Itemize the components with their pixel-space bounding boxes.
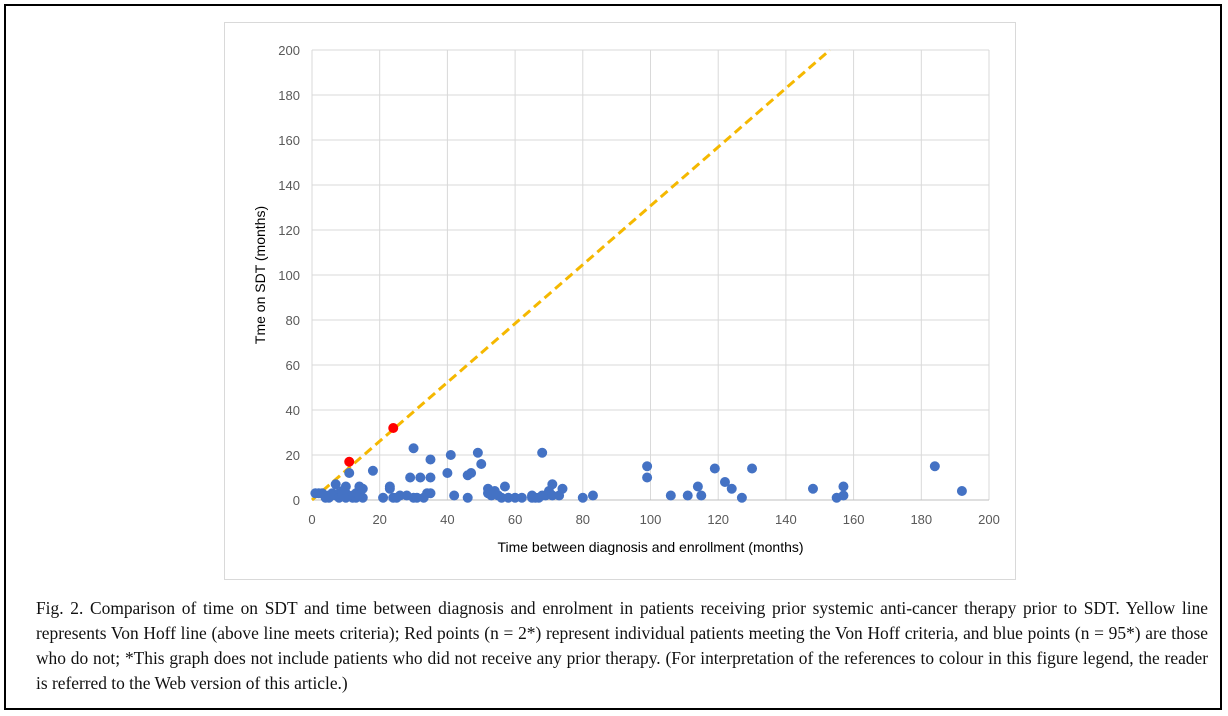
data-point [344, 456, 355, 467]
y-tick-label: 20 [286, 448, 300, 463]
data-point [547, 479, 558, 490]
x-tick-label: 0 [308, 512, 315, 527]
data-point [357, 483, 368, 494]
data-point [462, 492, 473, 503]
data-point [476, 459, 487, 469]
x-tick-label: 200 [978, 512, 1000, 527]
data-point [838, 490, 849, 501]
data-point [425, 454, 436, 465]
data-point [747, 463, 758, 474]
x-tick-label: 80 [576, 512, 590, 527]
data-point [726, 483, 737, 494]
y-tick-label: 100 [278, 268, 300, 283]
y-axis-label: Tme on SDT (months) [252, 206, 268, 344]
data-point [425, 472, 436, 483]
data-point [378, 492, 389, 503]
data-point [340, 481, 351, 492]
y-tick-label: 40 [286, 403, 300, 418]
data-point [408, 443, 419, 454]
data-point [367, 465, 378, 476]
data-point [445, 450, 456, 460]
x-tick-label: 100 [640, 512, 662, 527]
y-tick-label: 0 [293, 493, 300, 508]
data-point [929, 461, 940, 472]
x-tick-label: 140 [775, 512, 797, 527]
y-tick-label: 200 [278, 43, 300, 58]
data-point [449, 490, 460, 501]
x-tick-label: 120 [707, 512, 729, 527]
data-point [499, 481, 510, 492]
data-point [357, 492, 368, 503]
data-point [405, 472, 416, 483]
data-point [696, 490, 707, 501]
data-point [692, 481, 703, 492]
data-point [642, 461, 653, 472]
x-tick-label: 20 [372, 512, 386, 527]
y-tick-label: 180 [278, 88, 300, 103]
y-tick-label: 120 [278, 223, 300, 238]
data-point [516, 492, 527, 503]
y-tick-label: 160 [278, 133, 300, 148]
x-tick-label: 60 [508, 512, 522, 527]
y-tick-label: 80 [286, 313, 300, 328]
data-point [330, 479, 341, 490]
data-point [642, 472, 653, 483]
x-axis-label: Time between diagnosis and enrollment (m… [497, 539, 803, 555]
data-point [344, 468, 355, 478]
figure-caption: Fig. 2. Comparison of time on SDT and ti… [36, 598, 1208, 693]
von-hoff-line [311, 48, 831, 502]
data-point [719, 477, 730, 487]
data-point [472, 447, 483, 458]
data-point [587, 490, 598, 501]
y-tick-label: 140 [278, 178, 300, 193]
y-tick-label: 60 [286, 358, 300, 373]
data-point [557, 483, 568, 494]
data-point [466, 468, 477, 478]
x-tick-label: 40 [440, 512, 454, 527]
x-tick-label: 160 [843, 512, 865, 527]
data-point [442, 468, 453, 478]
data-point [388, 423, 399, 433]
y-tick-labels: 0 20 40 60 80 100 120 140 160 180 200 [278, 43, 300, 508]
data-point [537, 447, 548, 458]
data-point [709, 463, 720, 474]
scatter-chart: 0 20 40 60 80 100 120 140 160 180 200 0 20 40 60 80 100… [252, 43, 1000, 555]
figure-frame: 0 20 40 60 80 100 120 140 160 180 200 0 20 40 60 80 100… [4, 4, 1222, 710]
data-points [310, 423, 967, 503]
data-point [736, 492, 747, 503]
data-point [665, 490, 676, 501]
data-point [384, 483, 395, 494]
data-point [807, 483, 818, 494]
data-point [425, 488, 436, 499]
data-point [415, 472, 426, 483]
x-tick-labels: 0 20 40 60 80 100 120 140 160 180 200 [308, 512, 999, 527]
data-point [838, 481, 849, 492]
data-point [577, 492, 588, 503]
data-point [682, 490, 693, 501]
data-point [956, 486, 967, 496]
chart-container: 0 20 40 60 80 100 120 140 160 180 200 0 20 40 60 80 100… [224, 22, 1016, 580]
x-tick-label: 180 [910, 512, 932, 527]
grid-lines [311, 49, 990, 500]
